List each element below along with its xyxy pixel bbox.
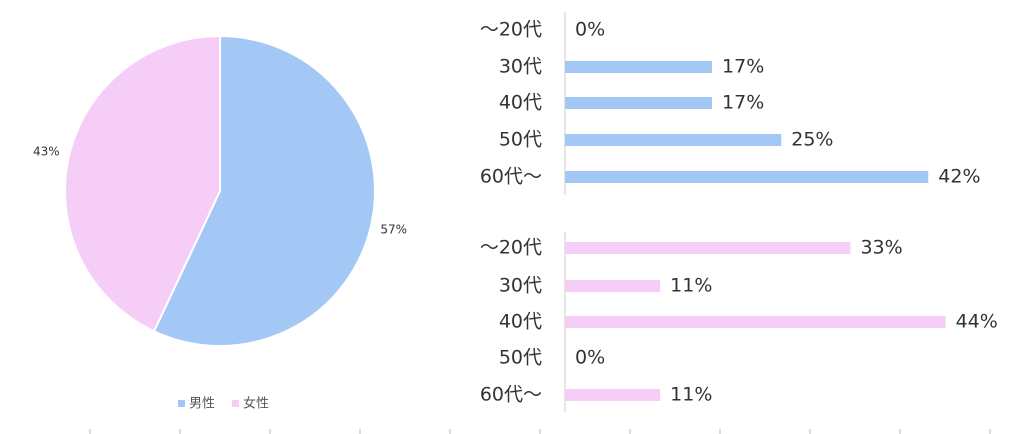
data-label: 11% (670, 275, 712, 297)
data-label: 33% (860, 237, 902, 259)
category-label: 40代 (499, 92, 542, 114)
category-label: ～20代 (480, 19, 542, 41)
bar (565, 134, 782, 146)
data-label: 11% (670, 384, 712, 406)
data-label: 0% (575, 347, 605, 369)
data-label: 44% (956, 311, 998, 333)
category-label: 50代 (499, 347, 542, 369)
category-label: 30代 (499, 56, 542, 78)
bar (565, 171, 929, 183)
data-label: 57% (380, 222, 407, 236)
category-label: 60代～ (480, 166, 542, 188)
bar (565, 280, 661, 292)
bar (565, 242, 851, 254)
data-label: 17% (722, 56, 764, 78)
data-label: 25% (791, 129, 833, 151)
legend-label: 女性 (243, 396, 269, 412)
legend-swatch (178, 400, 185, 407)
bar (565, 61, 713, 73)
category-label: 50代 (499, 129, 542, 151)
pie-slice (64, 34, 221, 333)
category-label: 40代 (499, 311, 542, 333)
data-label: 42% (938, 166, 980, 188)
legend-label: 男性 (189, 397, 215, 412)
decor-ticks (89, 429, 991, 434)
data-label: 0% (575, 19, 605, 41)
data-label: 17% (722, 92, 764, 114)
bar (565, 97, 713, 109)
bar (565, 316, 946, 328)
category-label: 30代 (499, 275, 542, 297)
pie-slice (152, 34, 376, 347)
bar (565, 389, 661, 401)
data-label: 43% (33, 145, 60, 159)
category-label: 60代～ (480, 384, 542, 406)
legend-swatch (232, 400, 239, 407)
category-label: ～20代 (480, 237, 542, 259)
